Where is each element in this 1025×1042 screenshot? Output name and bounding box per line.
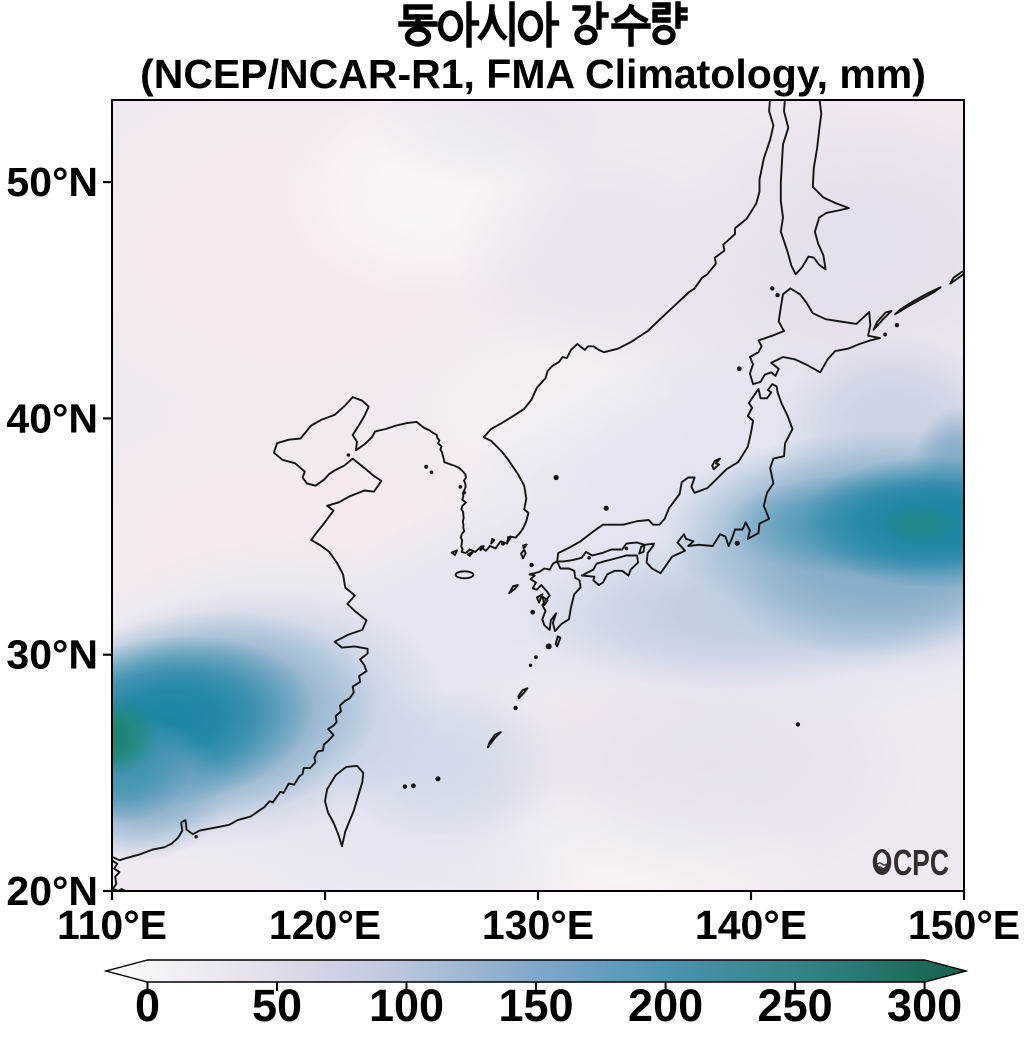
svg-text:110°E: 110°E [57, 902, 167, 948]
svg-text:20°N: 20°N [6, 868, 98, 914]
svg-text:30°N: 30°N [6, 632, 98, 678]
svg-text:200: 200 [628, 980, 703, 1031]
svg-text:0: 0 [135, 980, 160, 1031]
svg-text:130°E: 130°E [482, 902, 594, 948]
svg-text:(NCEP/NCAR-R1, FMA Climatology: (NCEP/NCAR-R1, FMA Climatology, mm) [140, 51, 926, 97]
svg-text:40°N: 40°N [6, 395, 98, 441]
svg-text:100: 100 [369, 980, 444, 1031]
svg-text:150°E: 150°E [908, 902, 1020, 948]
svg-text:150: 150 [498, 980, 573, 1031]
svg-text:250: 250 [758, 980, 833, 1031]
svg-text:120°E: 120°E [269, 902, 381, 948]
svg-text:140°E: 140°E [695, 902, 807, 948]
svg-text:300: 300 [887, 980, 962, 1031]
svg-text:50: 50 [252, 980, 302, 1031]
svg-text:50°N: 50°N [6, 159, 98, 205]
svg-text:CPC: CPC [893, 842, 949, 883]
